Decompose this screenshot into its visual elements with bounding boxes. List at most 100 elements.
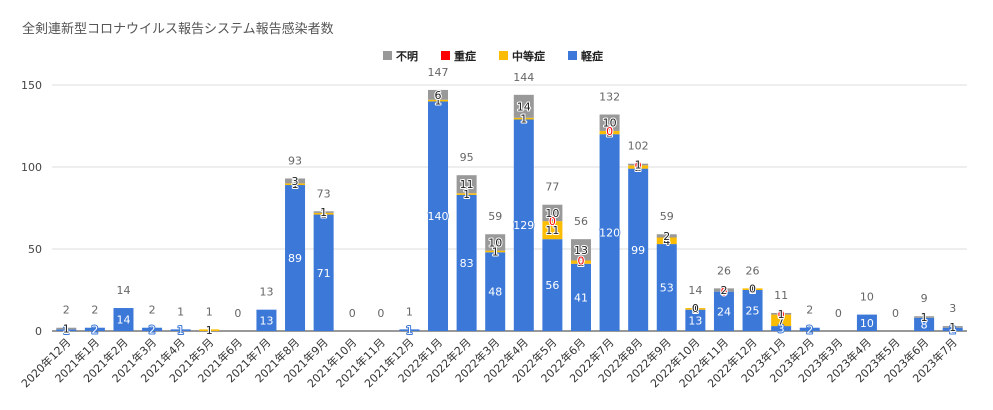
bar-segment (285, 183, 306, 186)
segment-label: 3 (292, 175, 299, 188)
segment-label: 99 (631, 244, 645, 257)
segment-label: 56 (545, 279, 559, 292)
bar-segment (799, 327, 820, 331)
total-label: 2 (149, 304, 156, 317)
segment-label: 0 (778, 309, 785, 322)
total-label: 0 (349, 307, 356, 320)
total-label: 0 (377, 307, 384, 320)
bar-segment (771, 312, 792, 315)
total-label: 1 (206, 305, 213, 318)
total-label: 77 (545, 181, 559, 194)
segment-label: 1 (320, 208, 327, 221)
bar-segment (570, 260, 591, 264)
bar-segment (542, 239, 563, 331)
total-label: 0 (234, 307, 241, 320)
total-label: 0 (892, 307, 899, 320)
segment-label: 2 (635, 161, 642, 174)
total-label: 0 (835, 307, 842, 320)
total-label: 93 (288, 154, 302, 167)
bar-segment (428, 89, 449, 100)
segment-label: 0 (606, 125, 613, 138)
bar-segment (856, 314, 877, 331)
total-label: 59 (660, 210, 674, 223)
bar-segment (742, 288, 763, 290)
segment-label: 120 (599, 227, 620, 240)
total-label: 102 (628, 140, 649, 153)
bar-segment (456, 194, 477, 331)
bar-segment (428, 99, 449, 102)
bar-segment (313, 212, 334, 215)
bar-segment (199, 329, 220, 331)
segment-label: 4 (663, 235, 670, 248)
bar-segment (628, 163, 649, 166)
bar-segment (84, 327, 105, 331)
bar-segment (428, 101, 449, 332)
bar-segment (56, 329, 77, 331)
segment-label: 1 (635, 159, 642, 172)
segment-label: 1 (921, 311, 928, 324)
segment-label: 3 (778, 323, 785, 336)
segment-label: 140 (428, 210, 449, 223)
total-label: 10 (860, 291, 874, 304)
segment-label: 1 (206, 324, 213, 337)
segment-label: 2 (577, 256, 584, 269)
segment-label: 10 (488, 236, 502, 249)
bar-segment (599, 114, 620, 131)
total-label: 14 (116, 284, 130, 297)
bar-segment (914, 316, 935, 318)
bar-segment (599, 134, 620, 331)
segment-label: 8 (921, 318, 928, 331)
bar-segment (685, 309, 706, 331)
segment-label: 13 (688, 314, 702, 327)
bar-segment (656, 237, 677, 245)
segment-label: 1 (63, 323, 70, 336)
segment-label: 10 (603, 117, 617, 130)
legend-label: 軽症 (581, 49, 603, 63)
total-label: 144 (513, 71, 534, 84)
bar-segment (485, 252, 506, 331)
segment-label: 2 (91, 323, 98, 336)
bar-segment (914, 317, 935, 331)
legend-label: 重症 (454, 49, 476, 63)
bar-segment (771, 326, 792, 331)
bar-segment (113, 308, 134, 331)
bar-segment (513, 119, 534, 331)
segment-label: 1 (320, 206, 327, 219)
bar-segment (285, 185, 306, 331)
segment-label: 1 (63, 324, 70, 337)
bar-segment (685, 308, 706, 310)
bar-segment (742, 290, 763, 331)
legend: 不明 重症 中等症 軽症 (383, 49, 603, 63)
segment-label: 11 (545, 224, 559, 237)
total-label: 9 (921, 292, 928, 305)
segment-label: 10 (545, 207, 559, 220)
legend-swatch (441, 51, 450, 60)
segment-label: 25 (746, 305, 760, 318)
segment-label: 0 (549, 215, 556, 228)
bar-segment (628, 165, 649, 169)
segment-label: 71 (317, 267, 331, 280)
total-label: 2 (63, 304, 70, 317)
segment-label: 1 (778, 308, 785, 321)
segment-label: 2 (720, 284, 727, 297)
segment-label: 1 (177, 324, 184, 337)
bar-segment (599, 130, 620, 135)
bar-segment (485, 234, 506, 251)
segment-label: 1 (949, 321, 956, 334)
segment-label: 6 (435, 89, 442, 102)
segment-label: 7 (778, 314, 785, 327)
bar-segment (285, 178, 306, 184)
segment-label: 2 (806, 323, 813, 336)
bar-segment (313, 214, 334, 331)
bar-segment (628, 168, 649, 331)
segment-label: 14 (116, 314, 130, 327)
y-tick-label: 100 (21, 161, 42, 174)
segment-label: 1 (692, 303, 699, 316)
total-label: 59 (488, 210, 502, 223)
y-tick-label: 50 (28, 243, 42, 256)
segment-label: 2 (606, 127, 613, 140)
bar-segment (713, 291, 734, 331)
